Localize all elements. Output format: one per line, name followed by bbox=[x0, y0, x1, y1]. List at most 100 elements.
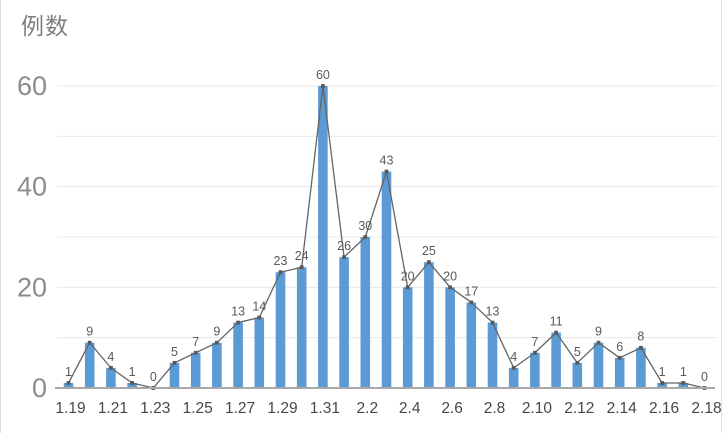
marker-2.9 bbox=[511, 365, 516, 370]
marker-1.28 bbox=[257, 315, 262, 320]
data-label-2.11: 11 bbox=[550, 315, 563, 329]
marker-2.6 bbox=[448, 285, 452, 290]
data-label-2.5: 25 bbox=[422, 244, 436, 258]
bar-1.27 bbox=[233, 322, 243, 388]
bar-2.14 bbox=[614, 357, 625, 388]
x-tick-label-2.6: 2.6 bbox=[441, 400, 463, 417]
bar-2.5 bbox=[424, 262, 434, 388]
x-tick-label-2.12: 2.12 bbox=[564, 400, 594, 417]
data-label-2.16: 1 bbox=[659, 365, 666, 379]
x-tick-label-1.23: 1.23 bbox=[140, 400, 170, 417]
bar-1.24 bbox=[169, 362, 180, 388]
data-label-2.6: 20 bbox=[443, 269, 457, 283]
marker-2.7 bbox=[469, 300, 474, 305]
data-label-1.26: 9 bbox=[213, 325, 220, 339]
y-tick-label-60: 60 bbox=[17, 71, 47, 101]
bar-1.26 bbox=[212, 342, 222, 388]
y-tick-label-20: 20 bbox=[17, 272, 47, 302]
y-tick-label-0: 0 bbox=[32, 373, 47, 403]
marker-2.8 bbox=[490, 320, 495, 325]
chart-title: 例数 bbox=[21, 13, 69, 39]
data-label-1.25: 7 bbox=[192, 335, 199, 349]
marker-1.29 bbox=[278, 270, 283, 275]
data-label-2.7: 17 bbox=[464, 284, 478, 298]
marker-1.21 bbox=[109, 365, 113, 370]
marker-2.16 bbox=[660, 381, 664, 385]
bar-2.1 bbox=[339, 257, 349, 388]
data-label-1.20: 9 bbox=[86, 325, 93, 339]
bar-2.13 bbox=[593, 342, 604, 388]
bar-2.11 bbox=[551, 332, 561, 388]
marker-2.17 bbox=[681, 381, 686, 385]
x-tick-label-1.29: 1.29 bbox=[267, 400, 297, 417]
data-label-1.30: 24 bbox=[295, 249, 309, 263]
bar-1.31 bbox=[318, 86, 328, 388]
bar-2.6 bbox=[445, 287, 455, 388]
x-tick-label-2.8: 2.8 bbox=[484, 400, 506, 417]
marker-1.25 bbox=[193, 350, 198, 355]
marker-2.11 bbox=[554, 330, 558, 335]
x-tick-label-1.27: 1.27 bbox=[225, 400, 255, 417]
bar-1.21 bbox=[106, 367, 116, 388]
data-label-2.8: 13 bbox=[486, 305, 500, 319]
marker-2.10 bbox=[533, 350, 537, 355]
bar-2.17 bbox=[678, 382, 689, 388]
data-label-1.31: 60 bbox=[316, 68, 330, 82]
data-label-1.27: 13 bbox=[231, 305, 245, 319]
bar-1.20 bbox=[84, 342, 95, 388]
bar-1.19 bbox=[63, 382, 74, 388]
marker-2.3 bbox=[384, 169, 389, 174]
bar-2.12 bbox=[572, 362, 583, 388]
marker-2.14 bbox=[617, 355, 622, 360]
x-tick-label-2.4: 2.4 bbox=[399, 400, 421, 417]
x-tick-label-2.2: 2.2 bbox=[357, 400, 379, 417]
x-tick-label-1.31: 1.31 bbox=[310, 400, 340, 417]
data-label-1.24: 5 bbox=[171, 345, 178, 359]
data-label-1.19: 1 bbox=[65, 365, 72, 379]
x-tick-label-1.21: 1.21 bbox=[98, 400, 128, 417]
bar-1.30 bbox=[296, 267, 307, 388]
marker-2.5 bbox=[427, 260, 431, 265]
bar-2.16 bbox=[657, 382, 667, 388]
marker-2.15 bbox=[639, 345, 643, 350]
data-label-2.10: 7 bbox=[531, 335, 538, 349]
y-tick-label-40: 40 bbox=[17, 172, 47, 202]
x-tick-label-1.19: 1.19 bbox=[55, 400, 85, 417]
marker-1.24 bbox=[172, 360, 177, 365]
bar-1.25 bbox=[190, 352, 201, 388]
bar-2.9 bbox=[508, 367, 519, 388]
x-tick-label-2.16: 2.16 bbox=[649, 400, 679, 417]
bar-2.4 bbox=[402, 287, 413, 388]
bar-2.7 bbox=[466, 302, 477, 388]
data-label-2.17: 1 bbox=[680, 365, 687, 379]
x-tick-label-2.18: 2.18 bbox=[691, 400, 721, 417]
data-label-2.18: 0 bbox=[701, 370, 708, 384]
marker-1.19 bbox=[66, 381, 71, 385]
marker-1.22 bbox=[130, 381, 134, 385]
marker-2.1 bbox=[342, 255, 346, 260]
data-label-1.29: 23 bbox=[274, 254, 288, 268]
x-tick-label-2.14: 2.14 bbox=[607, 400, 638, 417]
bar-2.3 bbox=[381, 171, 392, 388]
bar-2.8 bbox=[487, 322, 498, 388]
bar-2.10 bbox=[530, 352, 540, 388]
marker-1.27 bbox=[236, 320, 240, 325]
data-label-1.21: 4 bbox=[107, 350, 114, 364]
bar-1.29 bbox=[275, 272, 286, 388]
data-label-2.14: 6 bbox=[616, 340, 623, 354]
bar-2.2 bbox=[360, 237, 371, 388]
marker-1.30 bbox=[299, 265, 304, 270]
bar-1.22 bbox=[127, 382, 137, 388]
bar-2.15 bbox=[636, 347, 646, 388]
data-label-1.22: 1 bbox=[129, 365, 136, 379]
data-label-2.12: 5 bbox=[574, 345, 581, 359]
marker-2.13 bbox=[596, 340, 601, 345]
data-label-2.13: 9 bbox=[595, 325, 602, 339]
data-label-2.4: 20 bbox=[401, 269, 415, 283]
data-label-2.9: 4 bbox=[510, 350, 517, 364]
data-label-2.3: 43 bbox=[380, 154, 394, 168]
data-label-1.28: 14 bbox=[252, 300, 266, 314]
bar-1.28 bbox=[254, 317, 265, 388]
data-label-2.1: 26 bbox=[337, 239, 351, 253]
